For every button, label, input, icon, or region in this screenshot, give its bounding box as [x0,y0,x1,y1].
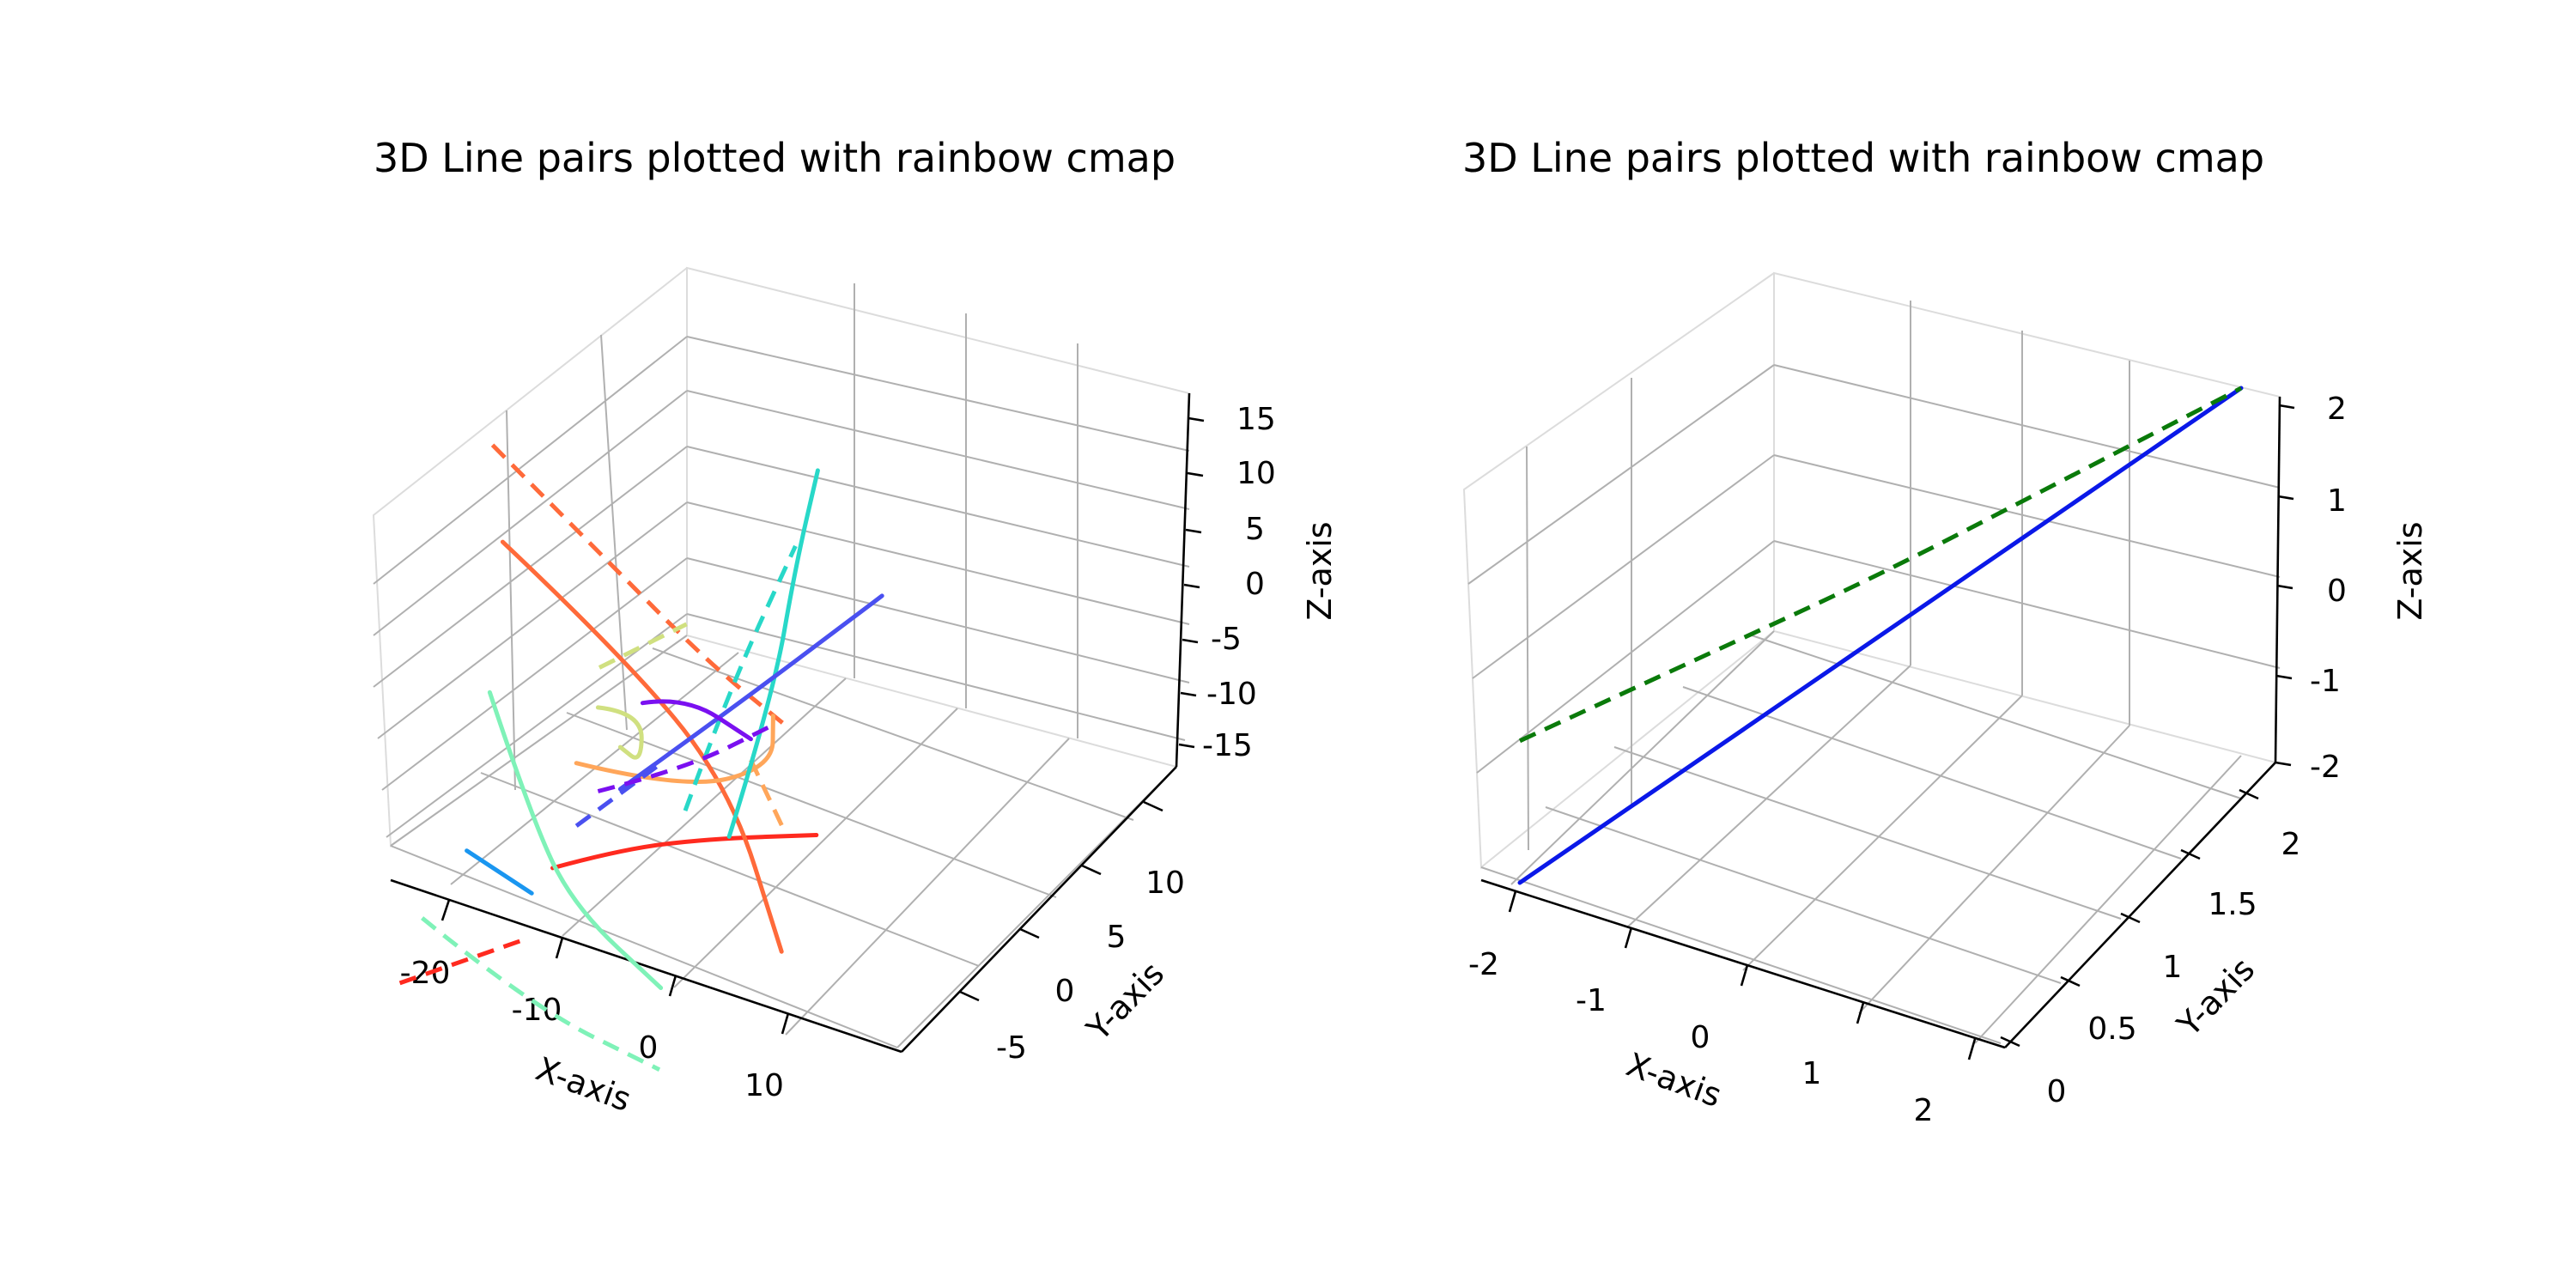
right-z-tick-label: -1 [2310,664,2341,699]
left-grid [372,266,1191,1048]
right-z-ticks: 2 1 0 -1 -2 [2275,392,2347,785]
left-series-line-4 [574,714,775,784]
right-x-tick-label: 0 [1691,1020,1710,1055]
left-z-tick-label: 10 [1236,456,1276,491]
left-series-line-10 [726,468,820,839]
right-y-tick-label: 2 [2281,827,2301,862]
left-z-tick-label: -10 [1206,677,1257,712]
right-floor-grid-x [1510,630,2242,1044]
left-y-tick-label: 0 [1055,974,1075,1009]
right-series-line-1 [1518,386,2243,744]
right-x-tick-label: -2 [1468,947,1499,982]
left-z-axis-line [1175,392,1191,768]
left-z-axis-label: Z-axis [1301,521,1339,620]
left-y-axis-line [901,766,1177,1053]
left-y-tick-label: 10 [1145,866,1185,901]
left-y-ticks: -5 0 5 10 [959,800,1185,1066]
left-series-line-12 [465,848,534,896]
left-y-tick-label: 5 [1107,920,1127,955]
left-x-tick-label: 10 [744,1068,784,1103]
left-series-line-16 [597,723,774,793]
right-y-axis-line [2004,762,2276,1048]
left-series-line-13 [617,593,884,792]
right-y-tick-label: 1 [2163,950,2183,985]
right-y-tick-label: 1.5 [2208,887,2257,922]
left-series-line-14 [574,759,665,828]
right-series-group [1517,386,2244,885]
left-y-tick-label: -5 [996,1030,1027,1066]
right-x-tick-label: 1 [1802,1056,1822,1091]
left-x-tick-label: 0 [639,1030,659,1066]
left-series-line-3 [490,443,785,726]
right-y-tick-label: 0 [2047,1074,2067,1109]
left-floor-grid-y [390,647,1134,1048]
right-z-tick-label: 2 [2327,392,2347,427]
left-series-group [398,443,884,1072]
left-series-line-5 [749,759,786,829]
left-z-tick-label: 0 [1245,567,1265,602]
right-series-line-0 [1517,386,2244,885]
right-z-axis-line [2274,396,2281,763]
left-z-ticks: 15 10 5 0 -5 -10 -15 [1178,402,1276,763]
left-z-tick-label: 5 [1245,512,1265,547]
right-vertical-grid [1526,301,2130,851]
left-series-line-15 [640,699,753,742]
right-side-wall-hgrid [1467,364,1775,774]
left-z-tick-label: -15 [1202,728,1253,763]
right-y-tick-label: 0.5 [2087,1012,2136,1047]
right-x-tick-label: -1 [1576,983,1607,1018]
right-z-tick-label: -2 [2310,750,2341,785]
left-back-wall-hgrid [686,336,1190,741]
right-floor-grid-y [1480,635,2242,1044]
right-x-ticks: -2 -1 0 1 2 [1468,890,1977,1128]
right-z-tick-label: 1 [2327,483,2347,519]
left-z-tick-label: 15 [1236,402,1276,437]
left-series-line-0 [550,833,819,871]
left-vertical-grid [506,283,1078,791]
right-chart-title: 3D Line pairs plotted with rainbow cmap [1462,135,2264,181]
right-x-axis-line [1480,878,2006,1049]
right-z-tick-label: 0 [2327,574,2347,609]
right-x-tick-label: 2 [1914,1093,1934,1128]
right-z-axis-label: Z-axis [2391,521,2429,620]
left-series-line-2 [500,539,784,954]
left-x-ticks: -20 -10 0 10 [400,899,790,1103]
left-x-axis-line [390,878,902,1054]
left-x-tick-label: -10 [512,993,562,1028]
right-y-ticks: 0 0.5 1 1.5 2 [2000,788,2301,1109]
left-x-tick-label: -20 [400,956,451,991]
left-series-line-6 [595,705,644,760]
right-back-wall-hgrid [1773,364,2281,669]
left-series-line-1 [398,939,521,986]
left-series-line-8 [487,690,664,990]
left-series-line-11 [683,544,798,811]
left-series-line-7 [598,622,688,670]
left-chart-title: 3D Line pairs plotted with rainbow cmap [374,135,1176,181]
left-series-line-9 [421,916,661,1072]
left-z-tick-label: -5 [1211,622,1242,657]
